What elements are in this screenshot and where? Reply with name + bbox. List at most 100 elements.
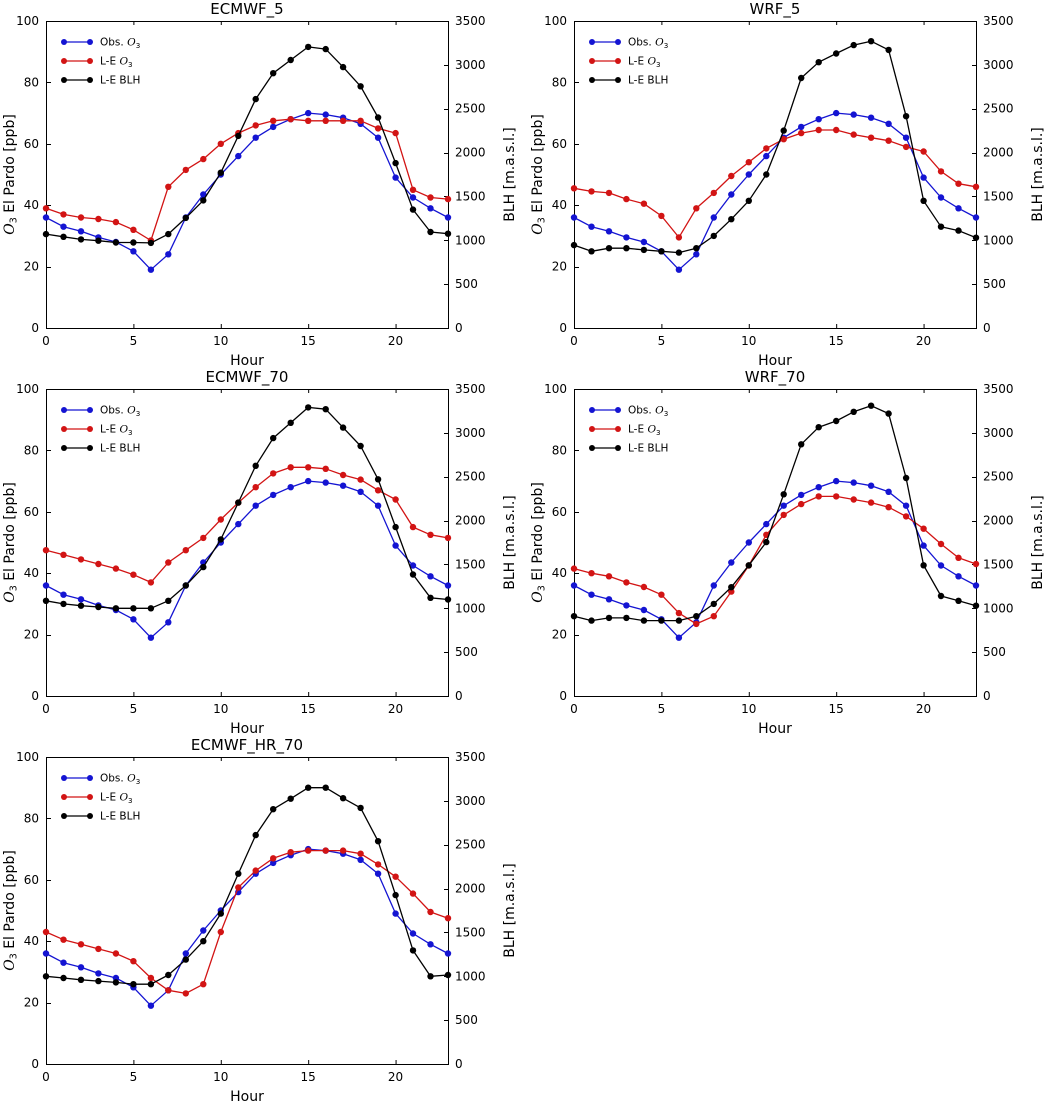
legend-label: L-E BLH	[100, 811, 140, 823]
legend-entry: L-E O3	[61, 792, 133, 805]
y-right-tick-label: 0	[983, 321, 991, 335]
y-left-tick-label: 80	[24, 811, 39, 825]
y-left-tick-label: 0	[559, 321, 567, 335]
plot-frame	[46, 21, 449, 329]
chart-WRF_70: 0 5 10 15 2002040608010005001000150020002500…	[530, 368, 1046, 737]
y-left-tick-label: 60	[24, 137, 39, 151]
chart-ECMWF_5: 0 5 10 15 2002040608010005001000150020002500…	[2, 0, 518, 369]
chart-title: WRF_70	[745, 368, 805, 387]
x-tick-label: 5	[130, 1070, 138, 1084]
y-right-axis-label: BLH [m.a.s.l.]	[502, 127, 518, 222]
y-left-tick-label: 80	[552, 443, 567, 457]
y-right-tick-label: 0	[455, 1057, 463, 1071]
y-left-tick-label: 100	[16, 14, 39, 28]
y-right-tick-label: 3500	[455, 14, 486, 28]
y-right-tick-label: 1000	[983, 233, 1014, 247]
y-right-tick-label: 2000	[983, 146, 1014, 160]
x-tick-label: 10	[213, 334, 228, 348]
y-right-tick-label: 500	[455, 277, 478, 291]
x-tick-label: 20	[388, 702, 403, 716]
y-left-tick-label: 60	[24, 873, 39, 887]
x-axis-label: Hour	[230, 721, 264, 736]
y-right-tick-label: 2500	[455, 470, 486, 484]
legend-label: Obs. O3	[628, 405, 668, 419]
y-right-tick-label: 500	[455, 1013, 478, 1027]
y-left-tick-label: 20	[552, 628, 567, 642]
tick-labels: 0 5 10 15 2002040608010005001000150020002500…	[16, 750, 485, 1084]
y-left-tick-label: 60	[552, 505, 567, 519]
y-right-tick-label: 1000	[455, 233, 486, 247]
x-tick-label: 0	[570, 334, 578, 348]
y-right-tick-label: 2500	[455, 838, 486, 852]
y-right-tick-label: 500	[983, 277, 1006, 291]
y-right-tick-label: 3500	[983, 382, 1014, 396]
y-right-tick-label: 0	[455, 689, 463, 703]
x-tick-label: 0	[42, 334, 50, 348]
y-right-axis-label: BLH [m.a.s.l.]	[1030, 127, 1046, 222]
y-left-axis-label: O3 El Pardo [ppb]	[2, 850, 20, 971]
y-right-tick-label: 3500	[983, 14, 1014, 28]
x-tick-label: 5	[130, 702, 138, 716]
axis-ticks	[46, 757, 448, 1065]
x-tick-label: 20	[916, 702, 931, 716]
legend-entry: L-E O3	[589, 56, 661, 69]
y-right-tick-label: 1500	[983, 189, 1014, 203]
x-axis-label: Hour	[758, 721, 792, 736]
y-left-axis-label: O3 El Pardo [ppb]	[2, 114, 20, 235]
plot-frame	[46, 389, 449, 697]
series-le_o3	[42, 116, 452, 244]
x-tick-label: 15	[301, 702, 316, 716]
y-left-tick-label: 60	[552, 137, 567, 151]
y-right-tick-label: 2000	[983, 514, 1014, 528]
series-le_o3	[42, 847, 452, 997]
legend-entry: L-E BLH	[589, 443, 668, 455]
series-blh	[42, 43, 452, 247]
x-tick-label: 5	[130, 334, 138, 348]
y-right-tick-label: 2000	[455, 146, 486, 160]
y-right-tick-label: 3000	[455, 58, 486, 72]
legend-entry: L-E BLH	[589, 75, 668, 87]
legend-entry: L-E BLH	[61, 811, 140, 823]
series-le_o3	[570, 493, 980, 628]
legend-entry: L-E BLH	[61, 75, 140, 87]
x-tick-label: 20	[388, 334, 403, 348]
subplot-wrf-70: 0 5 10 15 20 0 20 40 60 80 100 0 500 1000 1500 2000 2500…	[528, 368, 1056, 737]
y-left-tick-label: 0	[559, 689, 567, 703]
y-left-tick-label: 40	[24, 566, 39, 580]
chart-ECMWF_HR_70: 0 5 10 15 2002040608010005001000150020002500…	[2, 736, 518, 1105]
y-left-tick-label: 80	[24, 75, 39, 89]
y-left-tick-label: 80	[552, 75, 567, 89]
y-left-axis-label: O3 El Pardo [ppb]	[530, 482, 548, 603]
y-right-tick-label: 1500	[455, 557, 486, 571]
x-tick-label: 20	[916, 334, 931, 348]
series-obs	[42, 845, 452, 1009]
y-left-tick-label: 40	[24, 198, 39, 212]
y-left-tick-label: 40	[24, 934, 39, 948]
y-right-tick-label: 3000	[455, 794, 486, 808]
x-tick-label: 15	[829, 334, 844, 348]
legend: Obs. O3 L-E O3 L-E BLH	[61, 405, 140, 455]
y-left-tick-label: 20	[24, 260, 39, 274]
y-left-tick-label: 100	[544, 14, 567, 28]
legend-label: Obs. O3	[100, 773, 140, 787]
series-blh	[42, 784, 452, 988]
legend-entry: L-E O3	[589, 424, 661, 437]
y-right-tick-label: 3500	[455, 750, 486, 764]
chart-title: ECMWF_HR_70	[191, 736, 303, 755]
y-right-tick-label: 1000	[455, 601, 486, 615]
y-right-tick-label: 1500	[455, 925, 486, 939]
y-left-tick-label: 40	[552, 566, 567, 580]
x-axis-label: Hour	[230, 1089, 264, 1104]
y-left-tick-label: 100	[16, 750, 39, 764]
subplot-ecmwf-5: 0 5 10 15 20 0 20 40 60 80 100 0 500 1000 1500 2000 2500…	[0, 0, 528, 369]
x-tick-label: 10	[741, 334, 756, 348]
y-left-tick-label: 20	[24, 996, 39, 1010]
y-right-tick-label: 3000	[983, 58, 1014, 72]
y-left-tick-label: 60	[24, 505, 39, 519]
axis-ticks	[574, 21, 976, 329]
chart-ECMWF_70: 0 5 10 15 2002040608010005001000150020002500…	[2, 368, 518, 737]
y-right-tick-label: 0	[983, 689, 991, 703]
x-tick-label: 10	[213, 702, 228, 716]
legend-label: Obs. O3	[100, 405, 140, 419]
legend: Obs. O3 L-E O3 L-E BLH	[589, 405, 668, 455]
